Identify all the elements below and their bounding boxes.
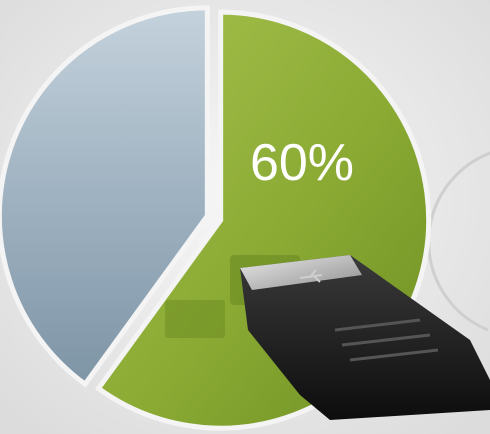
slice-label-60: 60% [250, 134, 354, 192]
pie-slice-40 [0, 5, 210, 388]
usb-drive-icon [165, 255, 490, 420]
